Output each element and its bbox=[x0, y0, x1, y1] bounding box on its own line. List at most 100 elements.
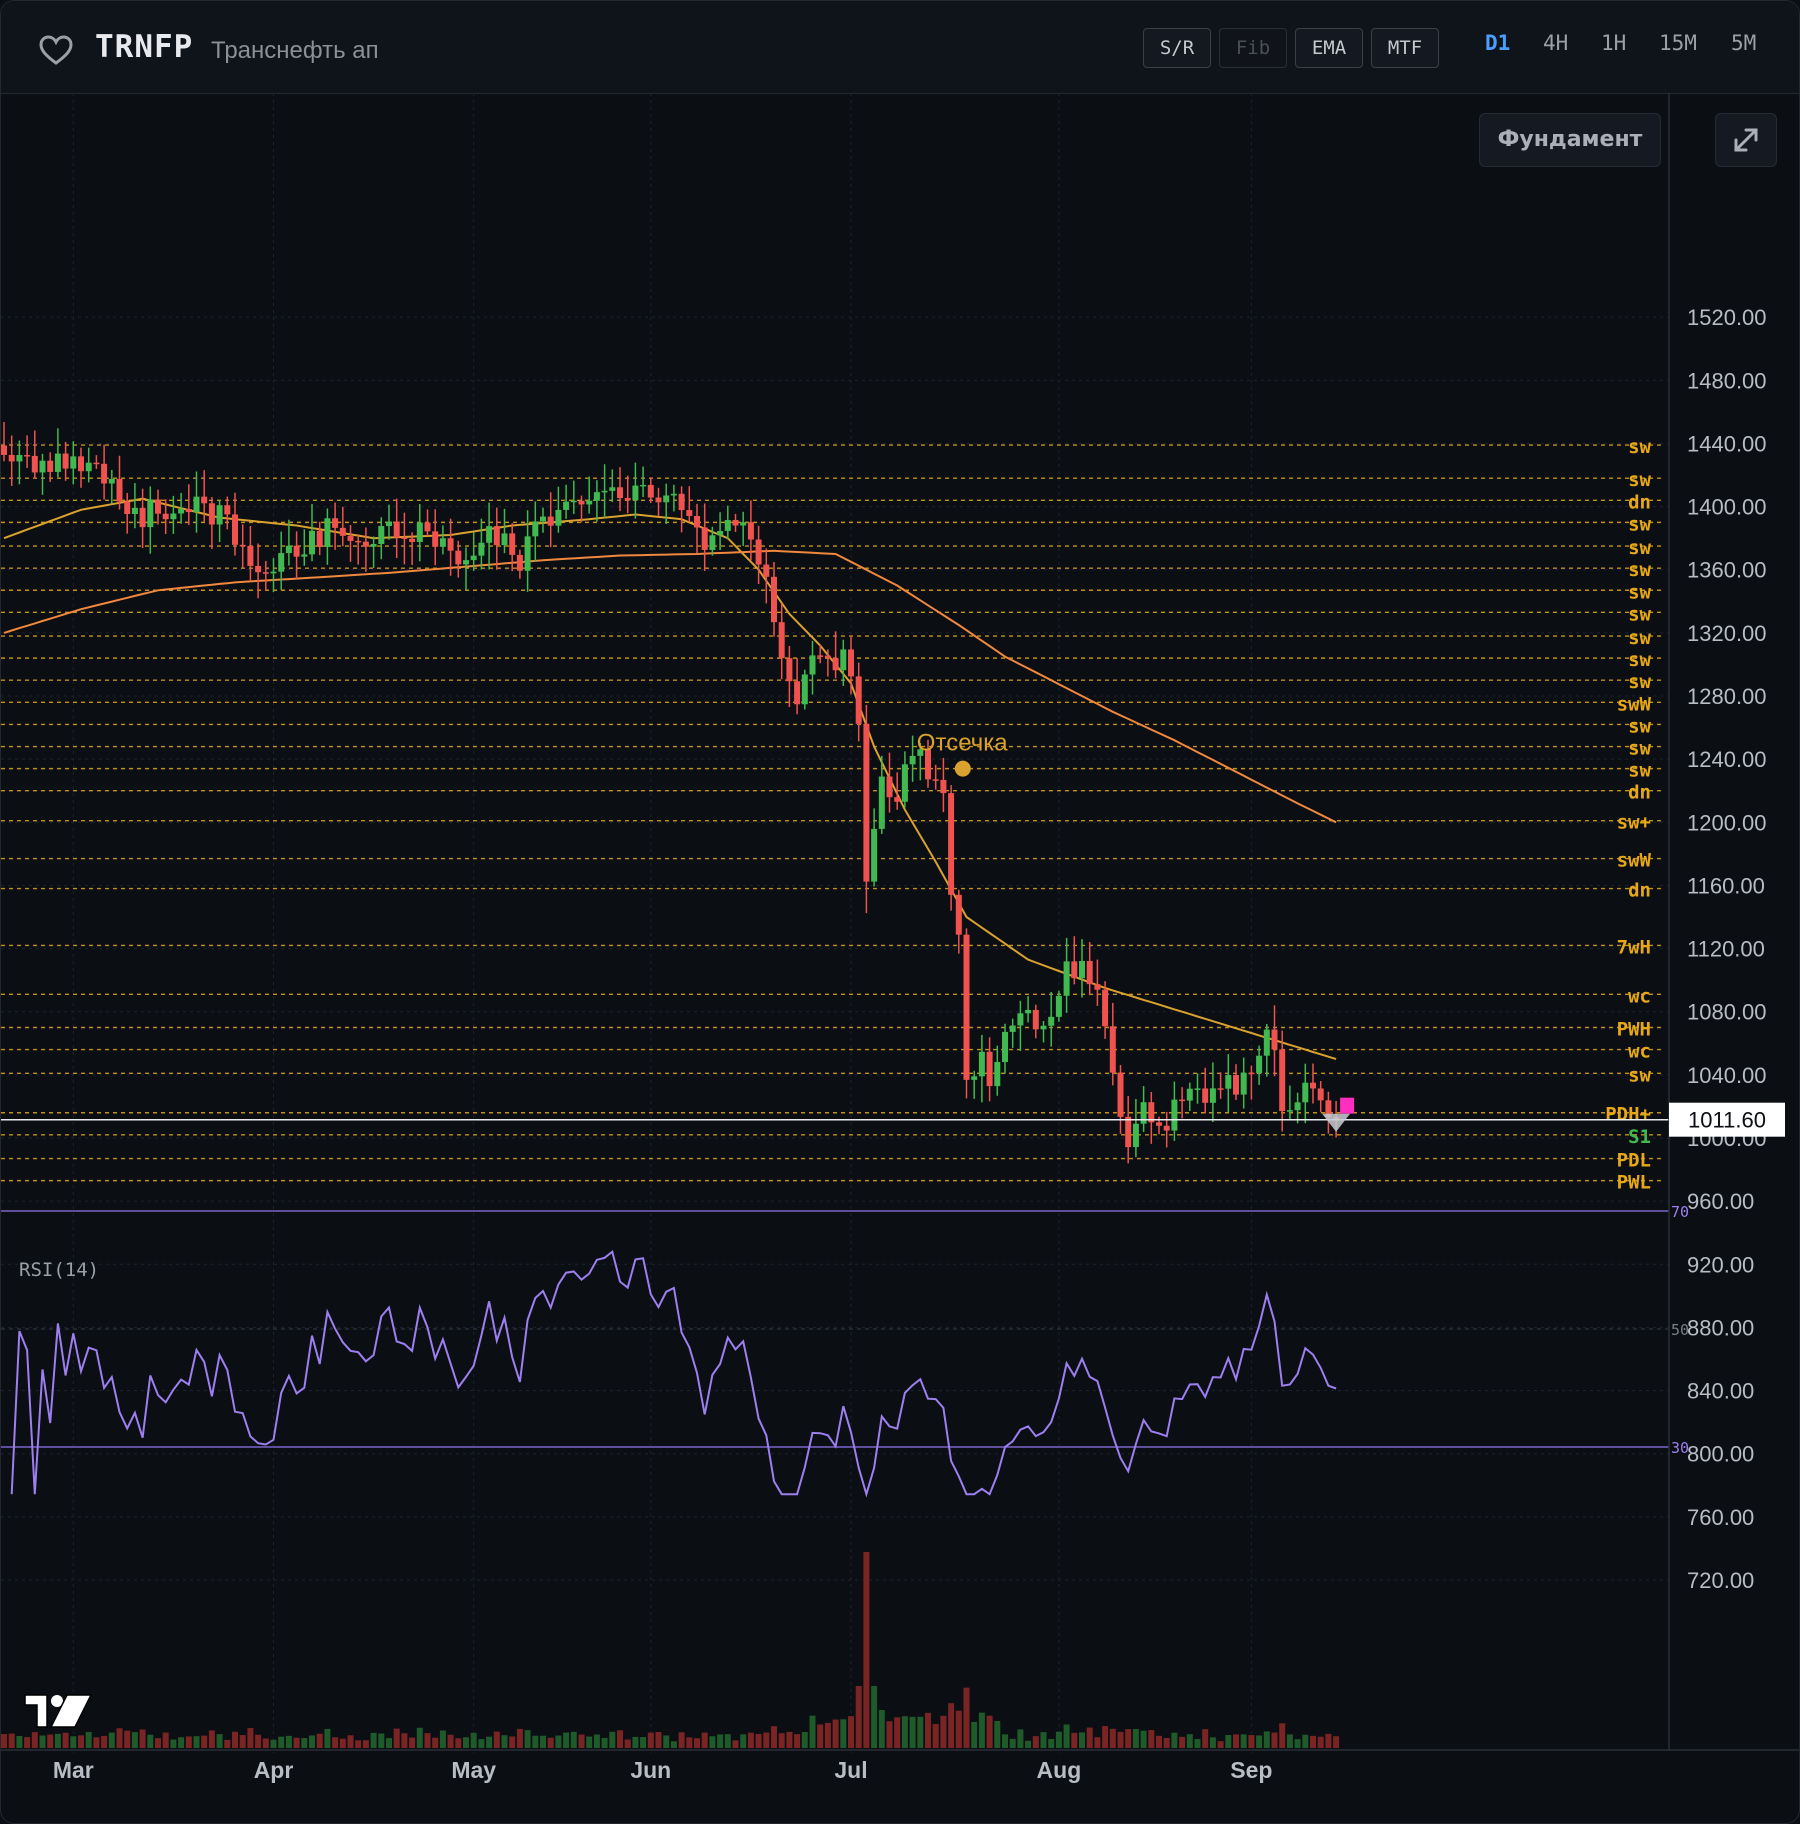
candle bbox=[455, 540, 462, 578]
annotation-label: Отсечка bbox=[917, 730, 1008, 757]
volume-bar bbox=[455, 1738, 462, 1748]
candle bbox=[1079, 939, 1085, 998]
ema-toggle-button[interactable]: EMA bbox=[1295, 28, 1363, 68]
volume-bar bbox=[201, 1735, 208, 1748]
candle-body bbox=[155, 499, 161, 514]
candle-body bbox=[1179, 1099, 1186, 1102]
candle-body bbox=[724, 520, 731, 531]
sr-level-label: sw bbox=[1628, 603, 1651, 625]
candle-body bbox=[1117, 1072, 1124, 1117]
sr-level-label: sw bbox=[1628, 627, 1651, 649]
candle-body bbox=[239, 544, 246, 547]
volume-bar bbox=[586, 1736, 593, 1748]
candle-body bbox=[894, 797, 901, 802]
timeframe-4h-tab[interactable]: 4H bbox=[1543, 31, 1569, 55]
volume-bar bbox=[886, 1721, 893, 1748]
volume-bar bbox=[1233, 1734, 1239, 1748]
candle bbox=[285, 519, 292, 566]
volume-bar bbox=[93, 1737, 100, 1748]
volume-bar bbox=[501, 1735, 508, 1748]
candle-body bbox=[617, 487, 623, 499]
candle-body bbox=[1071, 961, 1078, 979]
candle-body bbox=[1094, 984, 1101, 990]
candle bbox=[732, 513, 739, 532]
candle-body bbox=[278, 553, 285, 572]
price-tick-label: 1120.00 bbox=[1687, 937, 1765, 962]
candle bbox=[586, 476, 593, 514]
expand-button[interactable] bbox=[1715, 113, 1777, 167]
candle bbox=[324, 508, 331, 565]
timeframe-1h-tab[interactable]: 1H bbox=[1601, 31, 1627, 55]
candle bbox=[848, 636, 854, 695]
price-chart[interactable]: swswdnswswswswswswswswswWswswswdnsw+swWd… bbox=[1, 93, 1799, 1823]
candle-body bbox=[732, 520, 739, 526]
candle bbox=[817, 644, 824, 664]
candle-body bbox=[1017, 1013, 1024, 1026]
sr-toggle-button[interactable]: S/R bbox=[1143, 28, 1211, 68]
candle-body bbox=[1040, 1025, 1047, 1030]
last-price-tag-label: 1011.60 bbox=[1688, 1108, 1766, 1133]
candle bbox=[362, 527, 369, 572]
candle-body bbox=[316, 530, 323, 547]
volume-bar bbox=[362, 1740, 369, 1748]
candle-body bbox=[509, 533, 516, 555]
candle-body bbox=[447, 538, 454, 551]
volume-bar bbox=[701, 1732, 708, 1748]
volume-bar bbox=[1256, 1735, 1263, 1748]
candle-body bbox=[1209, 1088, 1216, 1103]
month-label: Apr bbox=[254, 1757, 294, 1783]
candle-body bbox=[955, 894, 962, 935]
volume-bar bbox=[486, 1736, 493, 1748]
candle-body bbox=[1032, 1009, 1039, 1030]
candle bbox=[724, 505, 731, 540]
volume-bar bbox=[316, 1733, 323, 1748]
candle-body bbox=[170, 513, 177, 520]
month-label: Aug bbox=[1037, 1757, 1082, 1783]
candle-body bbox=[855, 676, 862, 724]
candle bbox=[232, 492, 238, 556]
fib-toggle-button[interactable]: Fib bbox=[1219, 28, 1287, 68]
month-label: Sep bbox=[1230, 1757, 1272, 1783]
candle-body bbox=[216, 505, 223, 525]
candle bbox=[994, 1045, 1001, 1096]
candle-body bbox=[871, 828, 878, 882]
candle-body bbox=[1055, 995, 1062, 1017]
timeframe-d1-tab[interactable]: D1 bbox=[1485, 31, 1511, 55]
volume-bar bbox=[409, 1737, 416, 1748]
timeframe-5m-tab[interactable]: 5M bbox=[1731, 31, 1757, 55]
timeframe-15m-tab[interactable]: 15M bbox=[1659, 31, 1697, 55]
candle-body bbox=[463, 560, 469, 565]
rsi-band-label: 50 bbox=[1671, 1321, 1689, 1339]
candle-body bbox=[1317, 1088, 1324, 1101]
candle bbox=[1186, 1082, 1193, 1111]
candle bbox=[1140, 1086, 1147, 1132]
candle bbox=[293, 531, 300, 579]
candle bbox=[886, 752, 893, 813]
candle bbox=[470, 532, 477, 571]
volume-bar bbox=[978, 1712, 985, 1748]
volume-bar bbox=[178, 1737, 185, 1748]
price-tick-label: 1040.00 bbox=[1687, 1063, 1767, 1088]
candle-body bbox=[1171, 1099, 1178, 1131]
candle-body bbox=[948, 793, 955, 895]
mtf-toggle-button[interactable]: MTF bbox=[1371, 28, 1439, 68]
grid-lines bbox=[1, 93, 1669, 1753]
candle bbox=[1325, 1091, 1332, 1134]
sr-level-label: 7wH bbox=[1617, 936, 1651, 958]
volume-bar bbox=[1102, 1726, 1109, 1748]
candle-body bbox=[940, 779, 947, 794]
candle-body bbox=[1271, 1029, 1278, 1050]
favorite-heart-icon[interactable] bbox=[39, 35, 73, 65]
candle bbox=[1302, 1063, 1309, 1124]
candle bbox=[1233, 1064, 1239, 1100]
candle bbox=[270, 558, 277, 593]
fundament-button[interactable]: Фундамент bbox=[1479, 113, 1661, 167]
candle bbox=[447, 518, 454, 576]
volume-bar bbox=[601, 1737, 608, 1748]
candle bbox=[424, 509, 431, 537]
volume-bar bbox=[547, 1737, 554, 1748]
sr-level-label: swW bbox=[1617, 850, 1652, 872]
volume-bar bbox=[108, 1732, 115, 1748]
candle bbox=[216, 499, 223, 543]
